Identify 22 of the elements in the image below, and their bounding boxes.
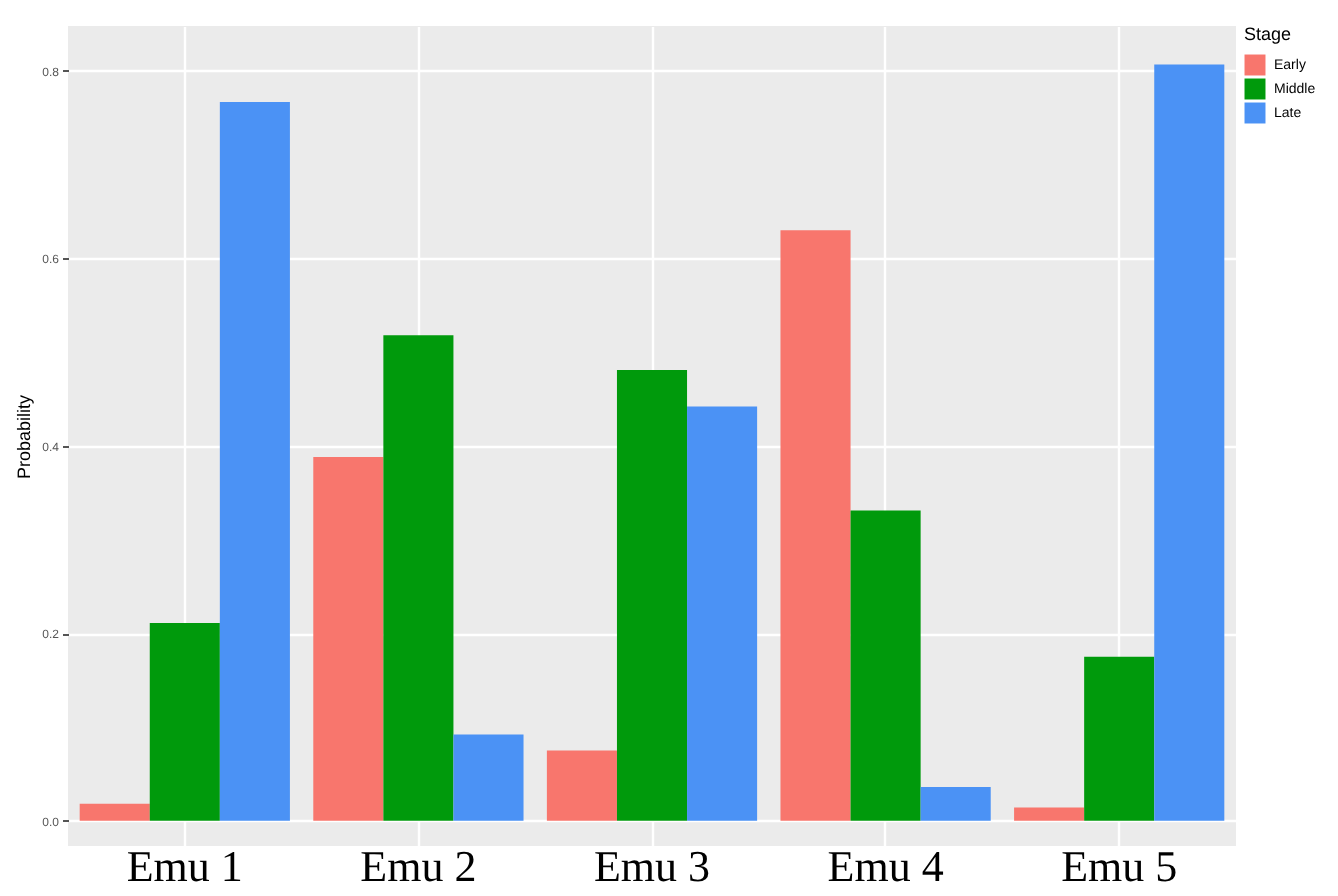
- x-tick-label: Emu 1: [126, 841, 243, 891]
- bar: [850, 510, 921, 821]
- bar: [687, 406, 758, 821]
- x-tick-label: Emu 5: [1061, 841, 1178, 891]
- bar: [313, 457, 384, 821]
- bar: [920, 786, 991, 821]
- bar: [1154, 64, 1225, 821]
- bar: [546, 750, 617, 821]
- x-tick-label: Emu 2: [360, 841, 477, 891]
- x-tick-label: Emu 3: [593, 841, 711, 891]
- bar: [149, 622, 220, 821]
- y-axis-title: Probability: [14, 393, 35, 480]
- bar: [453, 734, 524, 821]
- bar: [79, 803, 150, 821]
- bar: [383, 335, 454, 821]
- bar: [616, 369, 688, 821]
- bar: [780, 230, 851, 821]
- legend-title: Stage: [1244, 24, 1292, 44]
- x-tick-label: Emu 4: [827, 841, 944, 891]
- bar: [1014, 807, 1085, 821]
- bar: [219, 101, 290, 821]
- bar: [1084, 656, 1155, 821]
